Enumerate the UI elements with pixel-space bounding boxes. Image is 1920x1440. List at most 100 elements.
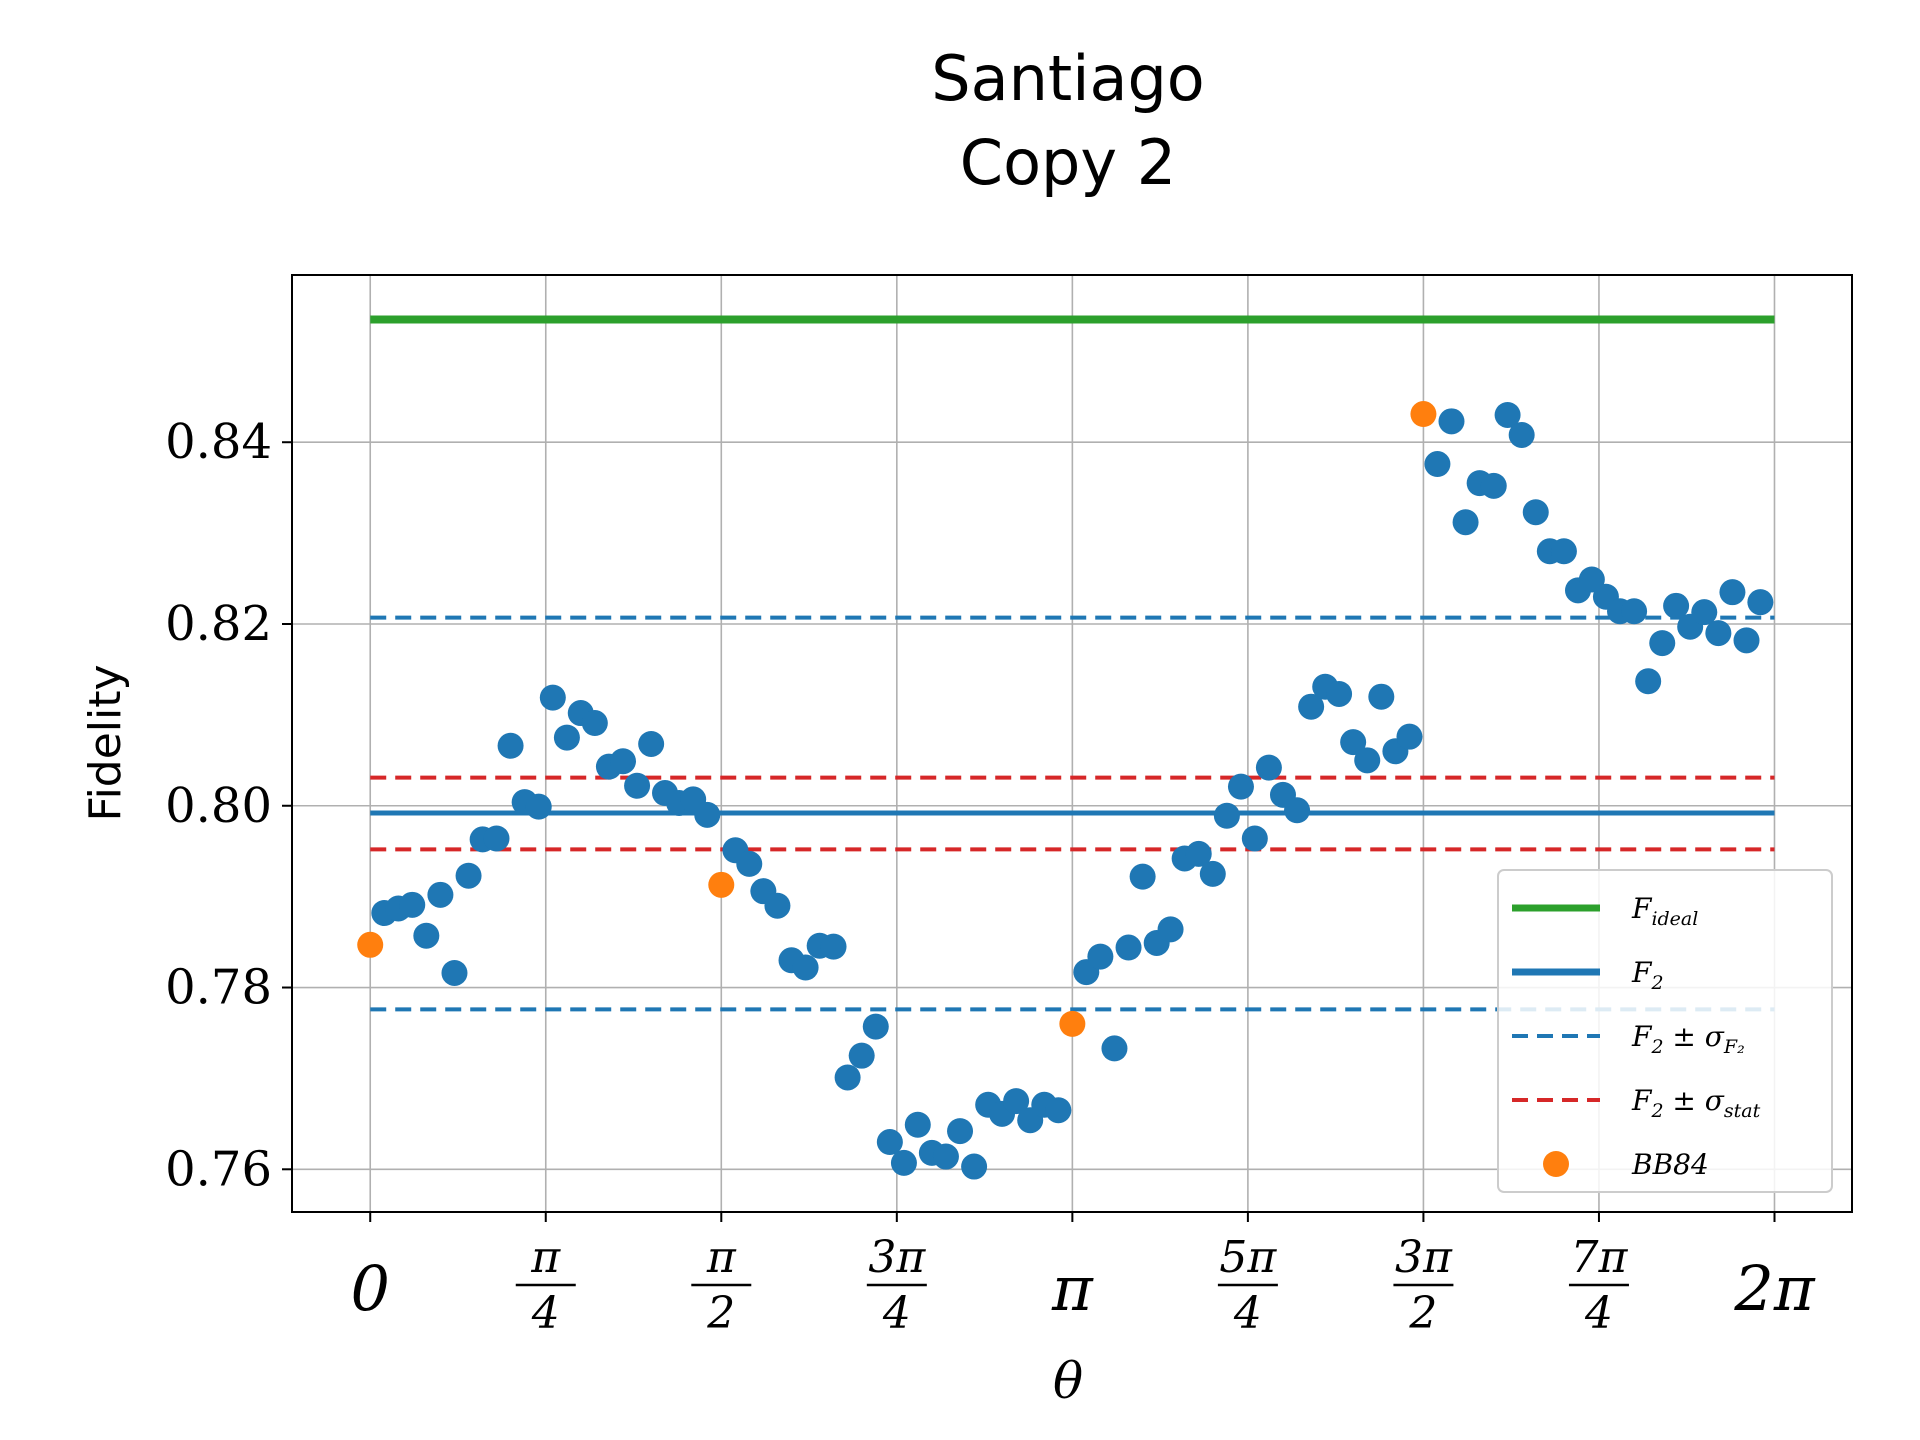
data-point-8 [483,825,510,852]
data-point-40 [947,1118,974,1145]
data-point-86 [1621,598,1648,625]
data-point-37 [904,1111,931,1138]
data-point-19 [638,730,665,757]
data-point-36 [890,1149,917,1176]
y-tick-label-0: 0.76 [165,1141,272,1197]
data-point-64 [1298,693,1325,720]
data-point-63 [1284,797,1311,824]
data-point-15 [581,710,608,737]
x-tick-label-num-1: π [530,1232,561,1283]
data-point-50 [1101,1035,1128,1062]
data-point-18 [624,772,651,799]
data-point-68 [1354,747,1381,774]
data-point-88 [1649,630,1676,657]
data-point-52 [1129,863,1156,890]
legend: Fideal F2 F2 ± σF₂ F2 ± σstat BB84 [1497,869,1833,1193]
x-tick-label-num-2: π [706,1232,737,1283]
y-tick-label-2: 0.80 [165,778,272,834]
data-point-78 [1508,421,1535,448]
data-point-94 [1733,627,1760,654]
x-tick-label-num-6: 3π [1395,1232,1453,1283]
data-point-51 [1115,934,1142,961]
data-point-67 [1340,729,1367,756]
data-point-66 [1326,680,1353,707]
data-point-91 [1691,599,1718,626]
data-point-61 [1255,754,1282,781]
y-tick-label-1: 0.78 [165,960,272,1016]
data-point-56 [1185,840,1212,867]
x-tick-label-4: π [1051,1252,1094,1325]
data-point-60 [1241,825,1268,852]
data-point-5 [441,959,468,986]
data-point-11 [525,793,552,820]
data-point-74 [1452,509,1479,536]
data-point-93 [1719,579,1746,606]
data-point-72 [1424,451,1451,478]
data-point-95 [1747,589,1774,616]
data-point-69 [1368,683,1395,710]
bb84-point-1 [708,871,735,898]
data-point-77 [1494,401,1521,428]
data-point-79 [1522,499,1549,526]
data-point-59 [1227,773,1254,800]
data-point-73 [1438,408,1465,435]
data-point-34 [862,1013,889,1040]
y-tick-label-3: 0.82 [165,596,272,652]
y-axis-label: Fidelity [80,664,131,821]
x-tick-label-num-3: 3π [868,1232,926,1283]
data-point-92 [1705,620,1732,647]
data-point-89 [1663,592,1690,619]
data-point-41 [961,1153,988,1180]
x-tick-label-den-6: 2 [1408,1288,1437,1339]
bb84-point-2 [1059,1010,1086,1037]
data-point-35 [876,1129,903,1156]
data-point-4 [427,881,454,908]
legend-label-2: F2 ± σF₂ [1631,1020,1745,1058]
data-point-39 [932,1143,959,1170]
data-point-25 [736,850,763,877]
x-tick-label-den-3: 4 [882,1288,911,1339]
data-point-9 [497,732,524,759]
data-point-32 [834,1064,861,1091]
x-tick-label-num-5: 5π [1219,1232,1277,1283]
chart-title-line-2: Copy 2 [960,126,1176,199]
bb84-point-3 [1410,401,1437,428]
data-point-17 [609,748,636,775]
legend-label-1: F2 [1631,956,1664,994]
data-point-81 [1550,538,1577,565]
legend-label-0: Fideal [1631,892,1698,930]
x-tick-label-den-2: 2 [706,1288,735,1339]
data-point-6 [455,862,482,889]
data-point-83 [1578,566,1605,593]
data-point-29 [792,954,819,981]
x-axis-label: θ [1053,1352,1083,1410]
data-point-49 [1087,943,1114,970]
legend-marker-4 [1543,1151,1569,1177]
data-point-27 [764,892,791,919]
data-point-71 [1396,723,1423,750]
data-point-12 [539,684,566,711]
legend-box [1497,869,1833,1193]
data-point-33 [848,1042,875,1069]
x-tick-label-den-1: 4 [531,1288,560,1339]
data-point-13 [553,724,580,751]
data-point-44 [1003,1088,1030,1115]
x-tick-label-num-7: 7π [1570,1232,1628,1283]
data-point-58 [1213,802,1240,829]
x-tick-label-den-7: 4 [1584,1288,1613,1339]
legend-label-4: BB84 [1631,1148,1709,1181]
data-point-2 [399,891,426,918]
data-point-23 [694,801,721,828]
x-tick-label-8: 2π [1733,1252,1815,1325]
data-point-54 [1157,916,1184,943]
chart-title-line-1: Santiago [931,42,1204,115]
data-point-31 [820,933,847,960]
legend-label-3: F2 ± σstat [1631,1084,1761,1122]
data-point-57 [1199,860,1226,887]
y-axis-ticks: 0.76 0.78 0.80 0.82 0.84 [165,414,292,1197]
data-point-3 [413,922,440,949]
x-tick-label-0: 0 [350,1252,389,1325]
data-point-87 [1635,668,1662,695]
